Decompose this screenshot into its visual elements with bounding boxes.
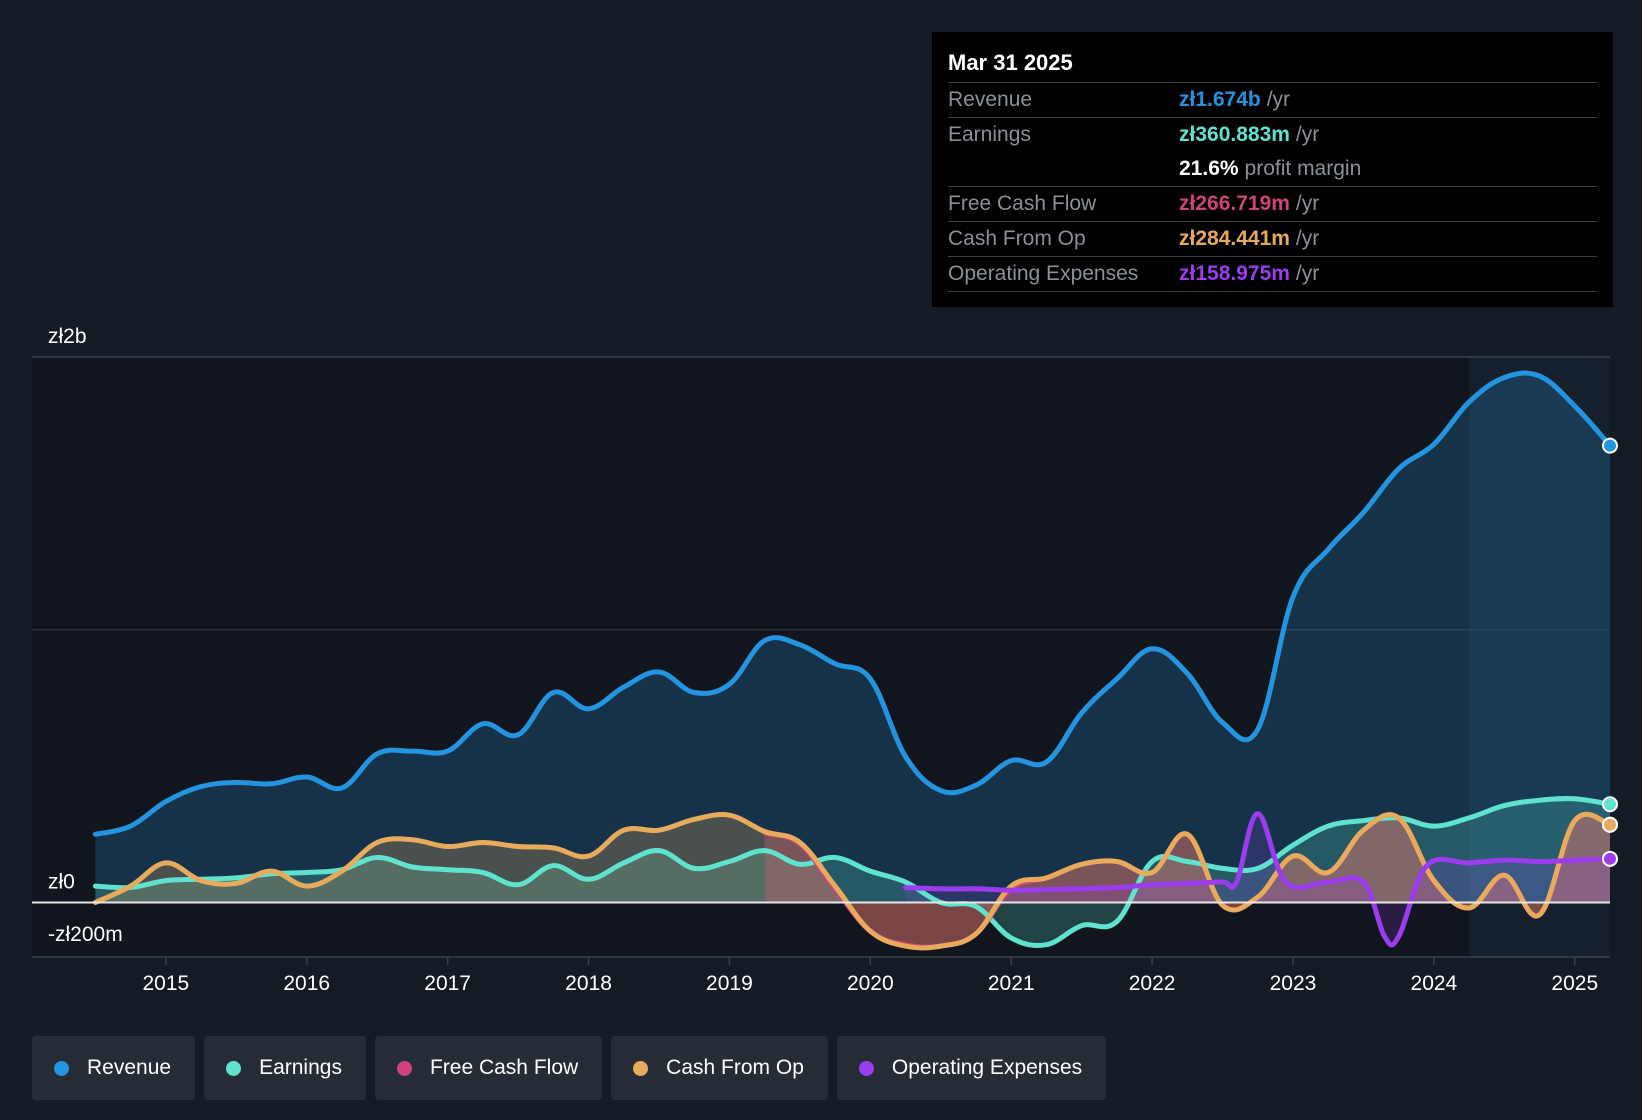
cfo-end-point xyxy=(1602,816,1618,833)
tooltip-unit: /yr xyxy=(1295,227,1320,250)
tooltip-row-earnings: Earnings zł360.883m /yr xyxy=(948,118,1597,152)
x-tick-label: 2020 xyxy=(847,972,894,995)
cfo-line xyxy=(92,811,1613,951)
tooltip-label: Operating Expenses xyxy=(948,262,1139,285)
x-tick-label: 2015 xyxy=(142,972,189,995)
tooltip-label: Revenue xyxy=(948,88,1033,111)
x-tick-label: 2023 xyxy=(1270,972,1317,995)
legend-item-free-cash-flow[interactable]: Free Cash Flow xyxy=(374,1036,603,1100)
legend-label: Free Cash Flow xyxy=(429,1056,579,1079)
x-tick-label: 2018 xyxy=(565,972,612,995)
revenue-dot-icon xyxy=(54,1060,69,1076)
x-tick-label: 2025 xyxy=(1551,972,1598,995)
legend-label: Operating Expenses xyxy=(891,1056,1083,1079)
tooltip-label: Cash From Op xyxy=(948,227,1086,250)
x-tick-label: 2017 xyxy=(424,972,471,995)
legend-item-cash-from-op[interactable]: Cash From Op xyxy=(611,1036,828,1100)
tooltip-row-revenue: Revenue zł1.674b /yr xyxy=(948,83,1597,118)
profit-margin-value: 21.6% xyxy=(1179,157,1239,180)
opex-line xyxy=(903,811,1613,948)
forecast-highlight-band xyxy=(1469,357,1610,957)
y-tick-label: -zł200m xyxy=(48,923,123,946)
tooltip-unit: /yr xyxy=(1295,262,1320,285)
profit-margin-label: profit margin xyxy=(1244,157,1362,180)
legend-label: Revenue xyxy=(87,1056,172,1079)
chart-legend: Revenue Earnings Free Cash Flow Cash Fro… xyxy=(32,1036,1107,1100)
free-cash-flow-dot-icon xyxy=(396,1060,412,1076)
tooltip-label: Earnings xyxy=(948,123,1031,146)
earnings-dot-icon xyxy=(226,1060,242,1076)
cash-from-op-dot-icon xyxy=(633,1060,649,1076)
tooltip-unit: /yr xyxy=(1295,192,1320,215)
tooltip-value: zł1.674b xyxy=(1179,88,1261,111)
tooltip-row-margin: 21.6% profit margin xyxy=(948,152,1597,187)
tooltip-label: Free Cash Flow xyxy=(948,192,1097,215)
x-tick-label: 2022 xyxy=(1129,972,1176,995)
earnings-area xyxy=(95,798,1610,946)
tooltip-unit: /yr xyxy=(1266,88,1291,111)
opex-area xyxy=(905,813,1610,946)
revenue-line xyxy=(92,370,1613,837)
tooltip-row-cfo: Cash From Op zł284.441m /yr xyxy=(948,222,1597,257)
tooltip-row-opex: Operating Expenses zł158.975m /yr xyxy=(948,257,1597,292)
y-tick-label: zł0 xyxy=(48,870,75,893)
operating-expenses-dot-icon xyxy=(858,1060,874,1076)
legend-item-revenue[interactable]: Revenue xyxy=(32,1036,196,1100)
cfo-area xyxy=(95,814,1610,948)
data-tooltip: Mar 31 2025 Revenue zł1.674b /yr Earning… xyxy=(932,32,1613,307)
tooltip-unit: /yr xyxy=(1295,123,1320,146)
revenue-area xyxy=(95,372,1610,903)
y-tick-label: zł2b xyxy=(48,325,87,348)
tooltip-value: zł284.441m xyxy=(1179,227,1290,250)
tooltip-row-fcf: Free Cash Flow zł266.719m /yr xyxy=(948,187,1597,222)
tooltip-date: Mar 31 2025 xyxy=(948,46,1597,83)
tooltip-value: zł266.719m xyxy=(1179,192,1290,215)
legend-label: Cash From Op xyxy=(666,1056,804,1079)
x-tick-label: 2016 xyxy=(283,972,330,995)
x-tick-label: 2024 xyxy=(1411,972,1458,995)
tooltip-value: zł360.883m xyxy=(1179,123,1290,146)
fcf-area xyxy=(764,814,1610,948)
tooltip-value: zł158.975m xyxy=(1179,262,1290,285)
x-tick-label: 2021 xyxy=(988,972,1035,995)
opex-end-point xyxy=(1602,850,1618,867)
earnings-end-point xyxy=(1602,796,1618,813)
legend-item-earnings[interactable]: Earnings xyxy=(204,1036,366,1100)
legend-item-operating-expenses[interactable]: Operating Expenses xyxy=(836,1036,1107,1100)
revenue-end-point xyxy=(1602,437,1618,454)
x-tick-label: 2019 xyxy=(706,972,753,995)
legend-label: Earnings xyxy=(259,1056,342,1079)
